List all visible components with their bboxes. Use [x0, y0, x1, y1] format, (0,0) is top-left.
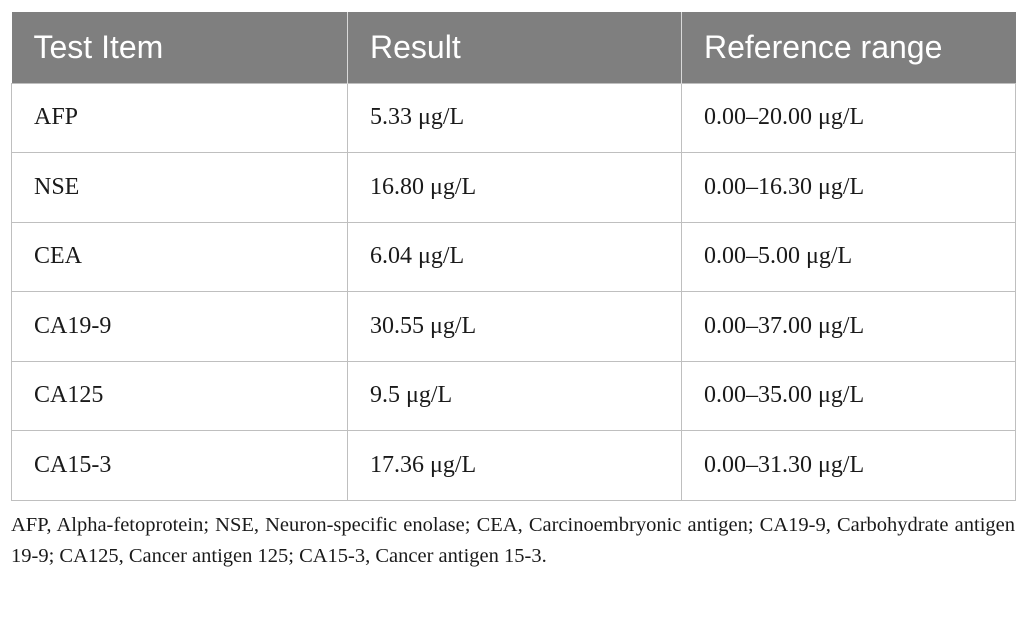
table-body: AFP 5.33 μg/L 0.00–20.00 μg/L NSE 16.80 …: [11, 82, 1016, 501]
result-cell: 17.36 μg/L: [347, 430, 682, 501]
reference-range-cell: 0.00–5.00 μg/L: [681, 221, 1016, 292]
lab-results-table: Test Item Result Reference range AFP 5.3…: [11, 12, 1016, 501]
lab-results-table-container: Test Item Result Reference range AFP 5.3…: [11, 12, 1016, 501]
table-row: CA19-9 30.55 μg/L 0.00–37.00 μg/L: [11, 291, 1016, 361]
table-row: NSE 16.80 μg/L 0.00–16.30 μg/L: [11, 152, 1016, 222]
table-row: CA15-3 17.36 μg/L 0.00–31.30 μg/L: [11, 430, 1016, 501]
test-item-cell: AFP: [11, 82, 348, 153]
result-cell: 16.80 μg/L: [347, 152, 682, 222]
column-header-test-item: Test Item: [11, 12, 348, 83]
table-row: CEA 6.04 μg/L 0.00–5.00 μg/L: [11, 221, 1016, 292]
test-item-cell: CA19-9: [11, 291, 348, 361]
test-item-cell: CEA: [11, 221, 348, 292]
test-item-cell: NSE: [11, 152, 348, 222]
column-header-reference-range: Reference range: [681, 12, 1016, 83]
reference-range-cell: 0.00–37.00 μg/L: [681, 291, 1016, 361]
reference-range-cell: 0.00–20.00 μg/L: [681, 82, 1016, 153]
test-item-cell: CA125: [11, 360, 348, 431]
table-row: AFP 5.33 μg/L 0.00–20.00 μg/L: [11, 82, 1016, 153]
reference-range-cell: 0.00–16.30 μg/L: [681, 152, 1016, 222]
column-header-result: Result: [347, 12, 682, 83]
reference-range-cell: 0.00–35.00 μg/L: [681, 360, 1016, 431]
test-item-cell: CA15-3: [11, 430, 348, 501]
table-header: Test Item Result Reference range: [11, 12, 1016, 83]
table-footnote: AFP, Alpha-fetoprotein; NSE, Neuron-spec…: [11, 514, 1015, 567]
result-cell: 5.33 μg/L: [347, 82, 682, 153]
result-cell: 6.04 μg/L: [347, 221, 682, 292]
table-header-row: Test Item Result Reference range: [11, 12, 1016, 83]
result-cell: 9.5 μg/L: [347, 360, 682, 431]
result-cell: 30.55 μg/L: [347, 291, 682, 361]
table-row: CA125 9.5 μg/L 0.00–35.00 μg/L: [11, 360, 1016, 431]
reference-range-cell: 0.00–31.30 μg/L: [681, 430, 1016, 501]
